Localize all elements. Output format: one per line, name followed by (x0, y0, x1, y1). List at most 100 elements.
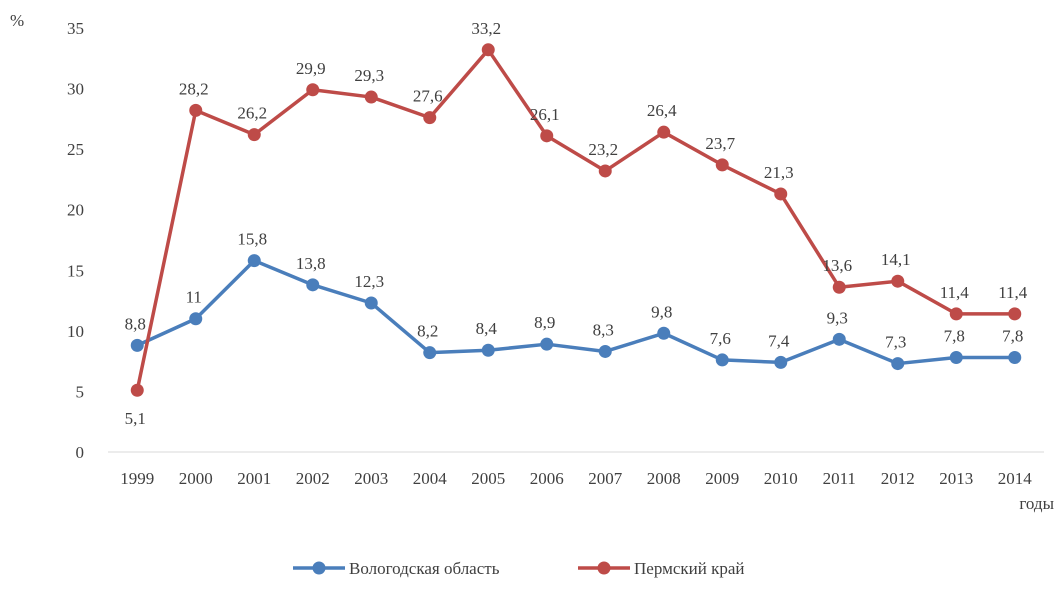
data-label: 8,2 (417, 322, 438, 341)
data-point (130, 383, 144, 397)
x-axis-label: годы (1019, 494, 1054, 513)
x-tick-label: 2006 (530, 469, 564, 488)
data-label: 9,3 (827, 308, 848, 327)
data-point (423, 346, 437, 360)
data-label: 13,6 (822, 256, 852, 275)
y-tick-label: 20 (67, 201, 84, 220)
data-label: 7,4 (768, 331, 790, 350)
y-tick-label: 35 (67, 19, 84, 38)
data-point (715, 158, 729, 172)
data-point (1008, 307, 1022, 321)
data-label: 28,2 (179, 79, 209, 98)
data-label: 8,4 (476, 319, 498, 338)
x-tick-label: 2007 (588, 469, 623, 488)
data-point (540, 337, 554, 351)
data-label: 21,3 (764, 163, 794, 182)
data-point (306, 83, 320, 97)
legend-label: Пермский край (634, 559, 744, 578)
data-label: 29,9 (296, 59, 326, 78)
y-tick-label: 25 (67, 140, 84, 159)
data-point (247, 128, 261, 142)
data-point (715, 353, 729, 367)
x-tick-label: 2013 (939, 469, 973, 488)
x-tick-label: 2009 (705, 469, 739, 488)
data-label: 33,2 (471, 19, 501, 38)
y-tick-label: 15 (67, 261, 84, 280)
data-labels-layer: 8,8 11 15,8 13,8 12,3 8,2 8,4 8,9 8,3 9,8 7,6 7,4 9,… (125, 19, 1028, 428)
data-point (247, 254, 261, 268)
data-label: 12,3 (354, 272, 384, 291)
data-point (774, 355, 788, 369)
data-point (598, 344, 612, 358)
data-label: 7,3 (885, 333, 906, 352)
data-point (306, 278, 320, 292)
data-point (1008, 351, 1022, 365)
x-tick-label: 2012 (881, 469, 915, 488)
data-point (949, 307, 963, 321)
data-label: 14,1 (881, 250, 911, 269)
data-point (189, 103, 203, 117)
data-label: 26,2 (237, 104, 267, 123)
data-label: 26,1 (530, 105, 560, 124)
data-label: 27,6 (413, 87, 443, 106)
y-axis-label: % (10, 11, 24, 30)
legend-swatch-marker (312, 561, 326, 575)
y-tick-label: 5 (76, 382, 85, 401)
legend: Вологодская область Пермский край (293, 559, 744, 578)
data-label: 15,8 (237, 230, 267, 249)
data-point (832, 332, 846, 346)
legend-swatch-marker (597, 561, 611, 575)
data-point (130, 338, 144, 352)
data-label: 7,6 (710, 329, 731, 348)
x-tick-label: 2008 (647, 469, 681, 488)
data-point (774, 187, 788, 201)
data-label: 7,8 (1002, 327, 1023, 346)
data-point (481, 43, 495, 57)
x-tick-label: 2003 (354, 469, 388, 488)
data-label: 8,9 (534, 313, 555, 332)
data-point (949, 351, 963, 365)
data-point (423, 111, 437, 125)
x-tick-label: 2001 (237, 469, 271, 488)
x-tick-label: 2002 (296, 469, 330, 488)
data-label: 13,8 (296, 254, 326, 273)
x-tick-label: 2014 (998, 469, 1033, 488)
data-point (657, 125, 671, 139)
legend-label: Вологодская область (349, 559, 500, 578)
series-line-perm (135, 48, 1017, 392)
series-layer (130, 43, 1022, 397)
x-tick-label: 2010 (764, 469, 798, 488)
data-point (891, 357, 905, 371)
data-point (364, 90, 378, 104)
data-label: 9,8 (651, 302, 672, 321)
x-tick-label: 2011 (823, 469, 856, 488)
data-point (189, 312, 203, 326)
x-tick-label: 2005 (471, 469, 505, 488)
data-label: 23,7 (705, 134, 735, 153)
data-point (891, 274, 905, 288)
y-tick-label: 10 (67, 322, 84, 341)
data-label: 11,4 (998, 283, 1028, 302)
series-line-vologda (135, 258, 1017, 366)
data-label: 29,3 (354, 66, 384, 85)
data-label: 8,8 (125, 314, 146, 333)
x-tick-label: 2004 (413, 469, 448, 488)
data-label: 11 (186, 288, 202, 307)
axes-layer: 0 5 10 15 20 25 30 35 1999 2000 2001 2002 2003 2004 20… (10, 11, 1055, 513)
x-tick-label: 1999 (120, 469, 154, 488)
data-label: 5,1 (125, 409, 146, 428)
data-point (481, 343, 495, 357)
data-point (598, 164, 612, 178)
y-tick-label: 30 (67, 80, 84, 99)
y-tick-label: 0 (76, 443, 85, 462)
data-point (364, 296, 378, 310)
data-point (832, 280, 846, 294)
data-label: 11,4 (940, 283, 970, 302)
data-point (540, 129, 554, 143)
x-tick-label: 2000 (179, 469, 213, 488)
data-label: 26,4 (647, 101, 677, 120)
data-label: 7,8 (944, 327, 965, 346)
data-label: 23,2 (588, 140, 618, 159)
